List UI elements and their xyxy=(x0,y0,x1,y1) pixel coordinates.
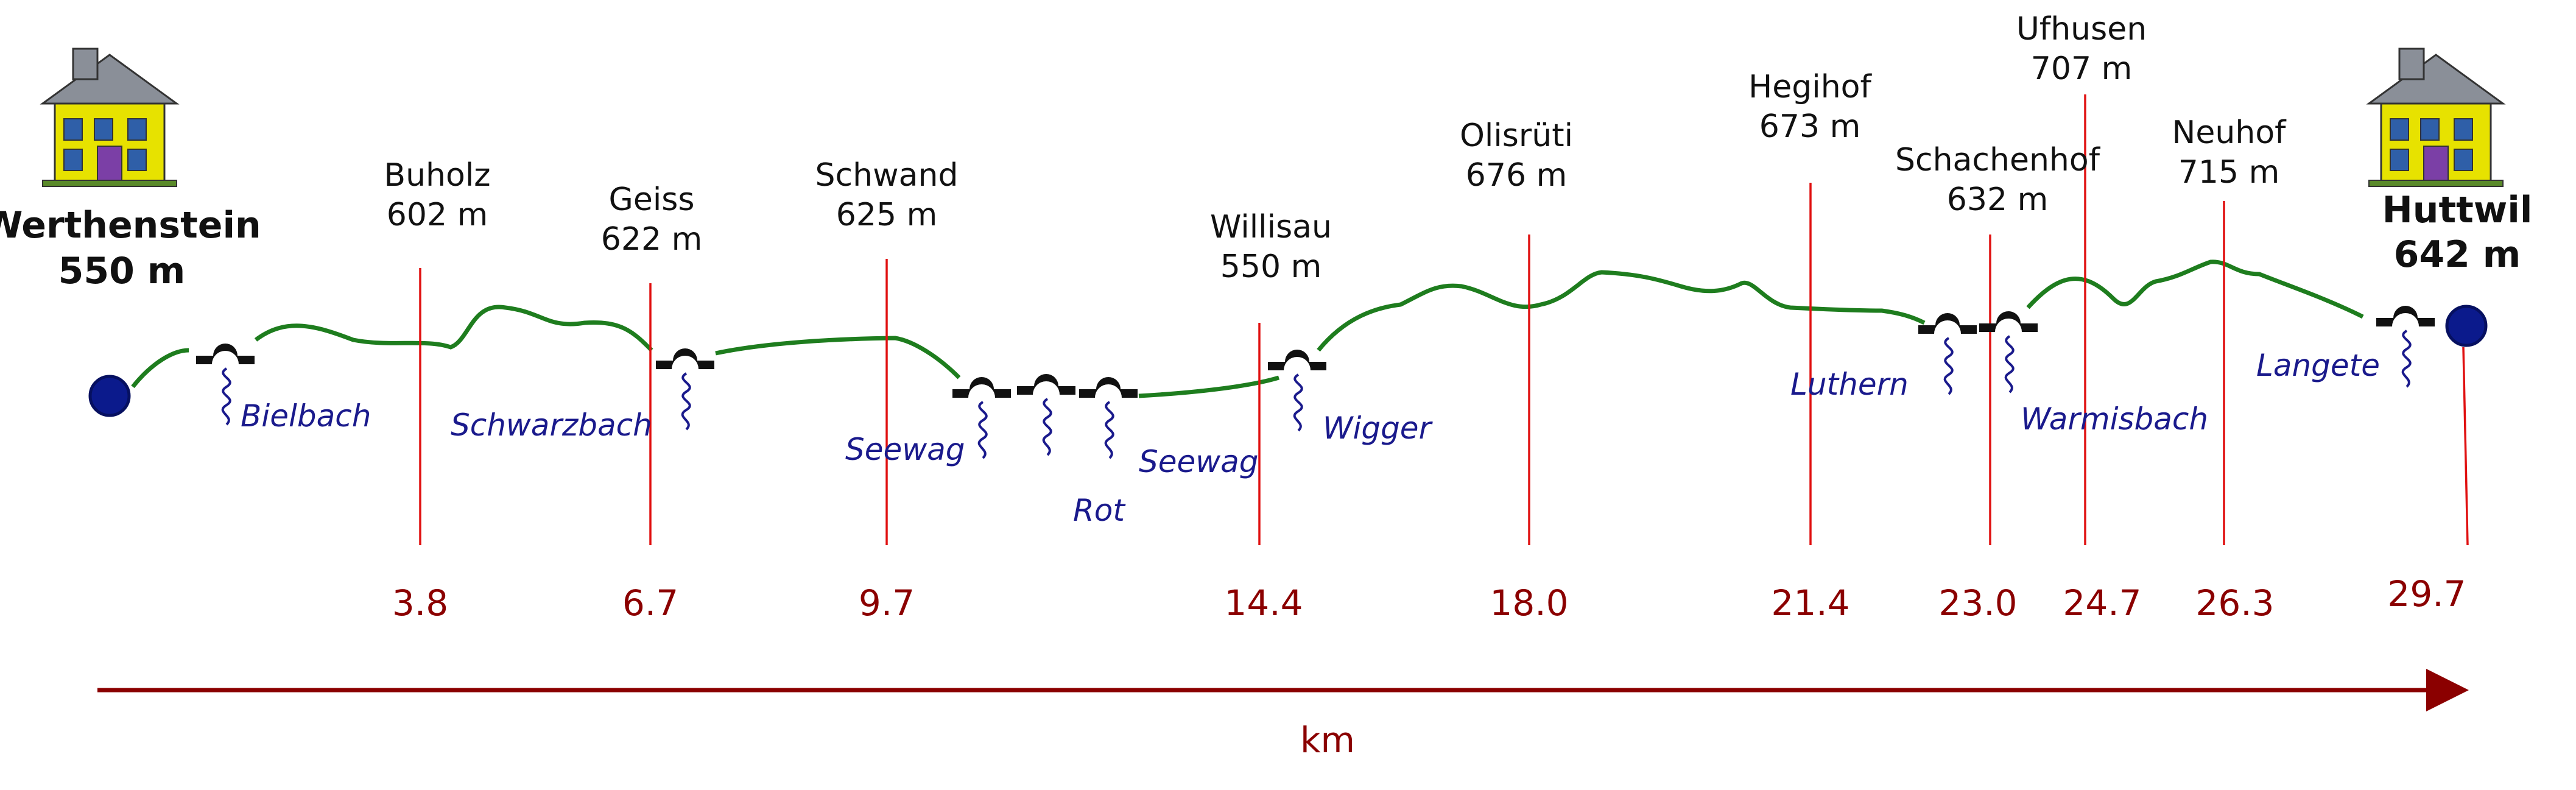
stream-icon xyxy=(1042,398,1052,456)
bridge-icon xyxy=(2376,306,2435,326)
stream-label-rot: Rot xyxy=(1073,493,1126,528)
stream-icon xyxy=(221,367,231,426)
stream-label-wigger: Wigger xyxy=(1323,411,1434,446)
start-name: Werthenstein xyxy=(0,204,261,247)
waypoint-name-schwand: Schwand xyxy=(815,157,959,194)
axis-unit-label: km xyxy=(1300,719,1355,761)
elevation-profile xyxy=(131,259,2364,398)
stream-label-luthern: Luthern xyxy=(1790,367,1909,402)
waypoint-elevation-schwand: 625 m xyxy=(836,197,937,233)
km-label-neuhof: 26.3 xyxy=(2195,582,2274,624)
waypoint-name-ufhusen: Ufhusen xyxy=(2016,11,2147,48)
stream-icon xyxy=(681,372,691,431)
km-label-olisruti: 18.0 xyxy=(1490,582,1568,624)
waypoint-name-willisau: Willisau xyxy=(1210,209,1332,245)
stream-icon xyxy=(2401,330,2412,388)
km-label-schachenhof: 23.0 xyxy=(1938,582,2017,624)
km-label-geiss: 6.7 xyxy=(622,582,678,624)
bridge-icon xyxy=(1017,374,1075,395)
waypoint-elevation-willisau: 550 m xyxy=(1220,249,1321,285)
waypoint-name-schachenhof: Schachenhof xyxy=(1895,142,2101,178)
waypoint-name-geiss: Geiss xyxy=(609,182,695,218)
bridge-icon xyxy=(952,377,1011,398)
km-label-ufhusen: 24.7 xyxy=(2063,582,2141,624)
waypoint-name-hegihof: Hegihof xyxy=(1748,69,1872,105)
stream-icon xyxy=(1293,373,1303,432)
marker-line-huttwil xyxy=(2462,347,2469,546)
km-label-hegihof: 21.4 xyxy=(1771,582,1849,624)
stream-label-seewag-2: Seewag xyxy=(1139,444,1259,479)
stream-label-warmisbach: Warmisbach xyxy=(2021,401,2208,437)
start-elevation: 550 m xyxy=(58,250,186,292)
waypoint-name-olisruti: Olisrüti xyxy=(1460,118,1573,154)
start-house-icon xyxy=(41,48,178,188)
waypoint-elevation-ufhusen: 707 m xyxy=(2031,51,2132,87)
km-label-buholz: 3.8 xyxy=(392,582,448,624)
stream-labels: Bielbach Schwarzbach Seewag Rot Seewag W… xyxy=(241,348,2380,528)
bridge-icon xyxy=(1268,350,1326,370)
waypoint-elevation-geiss: 622 m xyxy=(601,221,702,258)
bridge-icon xyxy=(1079,377,1138,398)
end-name: Huttwil xyxy=(2382,189,2533,231)
bridge-icon xyxy=(656,348,714,369)
end-house-icon xyxy=(2368,48,2504,188)
bridge-icon xyxy=(196,344,255,364)
stream-icon xyxy=(2004,335,2015,393)
start-endpoint-dot-icon xyxy=(88,375,131,417)
waypoint-elevation-olisruti: 676 m xyxy=(1466,157,1567,194)
km-labels: 3.8 6.7 9.7 14.4 18.0 21.4 23.0 24.7 26.… xyxy=(392,573,2466,624)
waypoint-markers xyxy=(419,94,2469,546)
stream-label-bielbach: Bielbach xyxy=(241,398,371,434)
stream-icon xyxy=(977,401,988,459)
waypoint-elevation-hegihof: 673 m xyxy=(1759,108,1860,145)
bridges xyxy=(196,306,2435,398)
km-label-schwand: 9.7 xyxy=(859,582,915,624)
waypoint-elevation-neuhof: 715 m xyxy=(2178,154,2279,191)
stream-label-langete: Langete xyxy=(2256,348,2380,383)
bridge-icon xyxy=(1918,313,1977,334)
end-elevation: 642 m xyxy=(2394,233,2521,276)
stream-label-seewag-1: Seewag xyxy=(845,432,965,467)
streams xyxy=(221,330,2412,459)
stream-label-schwarzbach: Schwarzbach xyxy=(451,407,652,443)
km-label-willisau: 14.4 xyxy=(1224,582,1303,624)
stream-icon xyxy=(1104,401,1114,459)
waypoint-name-neuhof: Neuhof xyxy=(2172,115,2287,151)
bridge-icon xyxy=(1979,311,2038,332)
stream-icon xyxy=(1943,337,1954,395)
waypoint-name-buholz: Buholz xyxy=(384,157,490,194)
km-label-huttwil: 29.7 xyxy=(2387,573,2466,615)
waypoint-elevation-schachenhof: 632 m xyxy=(1947,182,2048,218)
end-endpoint-dot-icon xyxy=(2445,305,2488,347)
waypoint-labels: Buholz 602 m Geiss 622 m Schwand 625 m W… xyxy=(384,11,2287,285)
waypoint-elevation-buholz: 602 m xyxy=(387,197,488,233)
